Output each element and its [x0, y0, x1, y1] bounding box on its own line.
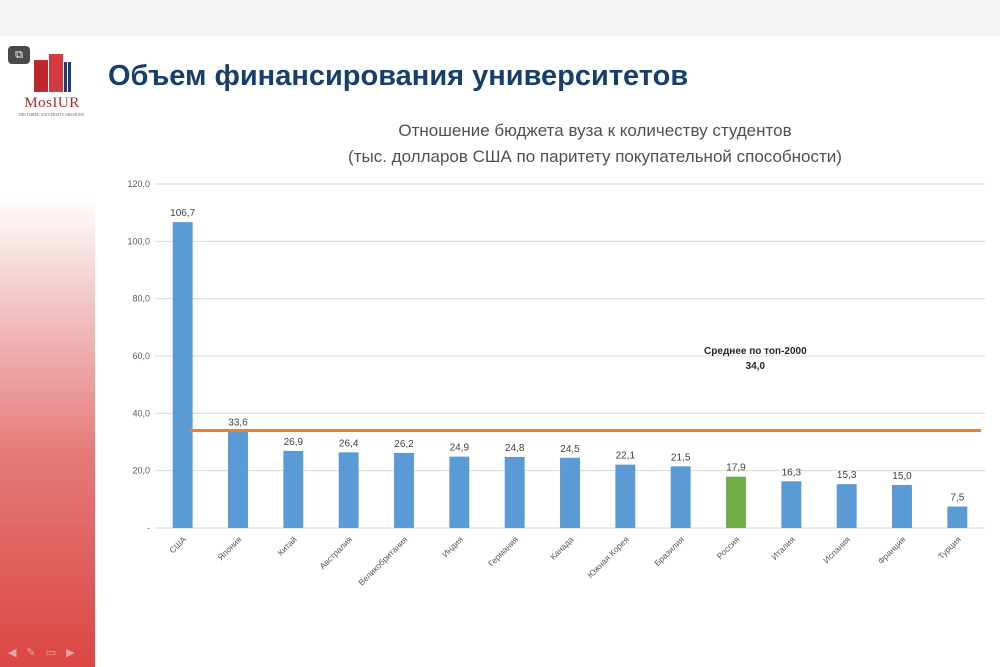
top-bar	[0, 0, 1000, 36]
data-label: 33,6	[228, 418, 248, 429]
bar	[781, 481, 802, 528]
data-label: 24,9	[450, 443, 470, 454]
data-label: 17,9	[726, 463, 746, 474]
y-tick-label: 20,0	[132, 466, 150, 476]
x-tick-label: США	[167, 534, 188, 555]
x-tick-label: Турция	[936, 534, 963, 561]
pen-icon[interactable]: ✎	[26, 647, 36, 659]
slide-icon[interactable]: ▭	[45, 647, 57, 659]
bar	[172, 222, 193, 529]
chart-title-line2: (тыс. долларов США по паритету покупател…	[348, 147, 842, 166]
arrow-left-icon[interactable]: ◀	[8, 647, 17, 659]
data-label: 24,8	[505, 443, 525, 454]
logo-text: MosIUR	[24, 95, 80, 111]
bar	[560, 457, 580, 528]
data-label: 26,9	[284, 437, 304, 448]
x-tick-label: Франция	[876, 534, 908, 566]
y-tick-label: -	[147, 523, 150, 533]
data-label: 16,3	[782, 467, 802, 478]
y-tick-label: 100,0	[127, 236, 150, 246]
data-label: 26,4	[339, 438, 359, 449]
bar-chart: - 20,0 40,0 60,0 80,0 100,0 120,0 106,7 США 33,6 Я…	[127, 179, 985, 588]
bar	[726, 476, 746, 528]
y-tick-label: 60,0	[132, 351, 150, 361]
data-label: 21,5	[671, 452, 691, 463]
bar	[394, 452, 414, 528]
bar	[670, 466, 691, 528]
data-label: 24,5	[560, 444, 580, 455]
x-tick-label: Италия	[769, 534, 797, 562]
page-title: Объем финансирования университетов	[108, 60, 689, 92]
bar	[947, 506, 968, 528]
x-tick-label: Великобритания	[356, 534, 410, 588]
data-label: 26,2	[394, 439, 414, 450]
data-label: 15,3	[837, 470, 857, 481]
screen-icon[interactable]: ⧉	[8, 46, 30, 64]
bar	[449, 456, 470, 528]
x-tick-label: Япония	[215, 534, 243, 562]
decorative-side-gradient	[0, 195, 95, 667]
logo-subtext: THE THREE UNIVERSITY MISSIONS	[17, 112, 85, 117]
x-tick-label: Южная Корея	[585, 534, 631, 580]
data-label: 106,7	[170, 208, 195, 219]
reference-line-value: 34,0	[746, 361, 766, 372]
data-label: 15,0	[892, 471, 912, 482]
x-tick-label: Испания	[821, 534, 852, 565]
bar	[892, 485, 912, 528]
arrow-right-icon[interactable]: ▶	[66, 647, 75, 659]
x-tick-label: Канада	[548, 534, 576, 562]
data-label: 7,5	[950, 493, 964, 504]
bar	[836, 484, 857, 528]
bar	[504, 456, 525, 528]
x-tick-label: Россия	[715, 534, 742, 561]
x-tick-label: Индия	[440, 534, 465, 559]
y-tick-label: 40,0	[132, 408, 150, 418]
bar	[228, 431, 248, 528]
x-tick-label: Бразилия	[652, 534, 686, 568]
chart-title: Отношение бюджета вуза к количеству студ…	[215, 118, 975, 170]
bar	[338, 452, 359, 528]
bar	[283, 450, 304, 528]
x-tick-label: Китай	[275, 534, 298, 557]
y-tick-label: 120,0	[127, 179, 150, 189]
chart-title-line1: Отношение бюджета вуза к количеству студ…	[398, 121, 792, 140]
bar	[615, 464, 636, 528]
y-tick-label: 80,0	[132, 294, 150, 304]
x-tick-label: Австралия	[317, 534, 354, 571]
x-tick-label: Германия	[486, 534, 520, 568]
mosiur-logo-icon	[34, 54, 71, 92]
data-label: 22,1	[616, 451, 636, 462]
slide-controls: ◀ ✎ ▭ ▶	[8, 646, 75, 659]
reference-line-label: Среднее по топ-2000	[704, 346, 807, 357]
